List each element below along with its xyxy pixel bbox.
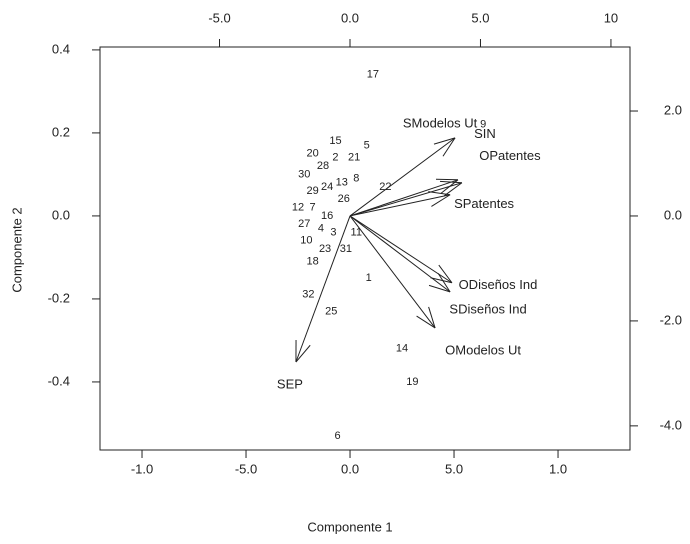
- y-tick-label: 0.4: [52, 41, 70, 56]
- arrow-shaft: [349, 182, 463, 217]
- x-tick-label: -5.0: [235, 461, 257, 476]
- point-label: 11: [351, 226, 362, 238]
- point-label: 9: [480, 119, 486, 131]
- x-tick-label: 5.0: [445, 461, 463, 476]
- arrow-shaft: [349, 215, 451, 293]
- arrow-label: SIN: [474, 126, 496, 141]
- arrow-head: [295, 344, 311, 363]
- arrow-head: [439, 180, 462, 184]
- point-label: 29: [306, 185, 318, 197]
- x2-tick-label: 5.0: [471, 10, 489, 25]
- y2-tick-label: 2.0: [664, 102, 682, 117]
- x2-tick-label: -5.0: [208, 10, 230, 25]
- y-tick-label: 0.2: [52, 124, 70, 139]
- arrow-label: SPatentes: [454, 196, 514, 211]
- point-label: 8: [353, 172, 359, 184]
- y2-tick-label: 0.0: [664, 207, 682, 222]
- point-label: 26: [338, 193, 350, 205]
- x2-tick-label: 0.0: [341, 10, 359, 25]
- point-label: 28: [317, 160, 329, 172]
- arrow-head: [433, 137, 456, 145]
- point-label: 1: [366, 272, 372, 284]
- y2-tick-label: -4.0: [660, 417, 682, 432]
- arrow-head: [437, 273, 451, 293]
- point-label: 18: [306, 255, 318, 267]
- y2-tick-label: -2.0: [660, 312, 682, 327]
- point-label: 27: [298, 218, 310, 230]
- arrow-head: [430, 277, 453, 284]
- point-label: 19: [406, 376, 418, 388]
- point-label: 5: [364, 139, 370, 151]
- arrow-label: SDiseños Ind: [449, 301, 526, 316]
- arrow-label: ODiseños Ind: [459, 277, 538, 292]
- y-tick-label: 0.0: [52, 207, 70, 222]
- plot-frame: [99, 46, 631, 451]
- arrow-head: [438, 264, 453, 284]
- arrow-head: [442, 137, 456, 157]
- point-label: 31: [340, 243, 352, 255]
- arrow-label: OModelos Ut: [445, 342, 521, 357]
- arrow-head: [428, 191, 451, 196]
- point-label: 21: [348, 152, 360, 164]
- point-label: 20: [306, 148, 318, 160]
- arrow-shaft: [295, 215, 351, 363]
- arrow-shaft: [349, 137, 456, 217]
- point-label: 13: [336, 177, 348, 189]
- point-label: 24: [321, 181, 333, 193]
- x2-tick-label: 10: [604, 10, 618, 25]
- x-tick-label: 1.0: [549, 461, 567, 476]
- arrow-head: [435, 178, 458, 181]
- arrow-head: [431, 194, 451, 207]
- arrow-head: [428, 284, 451, 293]
- point-label: 30: [298, 168, 310, 180]
- arrow-shaft: [349, 215, 453, 284]
- point-label: 16: [321, 210, 333, 222]
- point-label: 32: [302, 289, 314, 301]
- arrow-head: [443, 182, 463, 197]
- y-tick-label: -0.2: [48, 290, 70, 305]
- arrow-shaft: [349, 215, 436, 329]
- arrow-shaft: [349, 194, 451, 217]
- point-label: 7: [310, 202, 316, 214]
- x-axis-label: Componente 1: [307, 519, 392, 534]
- arrow-label: SEP: [277, 376, 303, 391]
- point-label: 17: [367, 69, 379, 81]
- point-label: 10: [300, 235, 312, 247]
- arrow-label: OPatentes: [479, 148, 541, 163]
- point-label: 14: [396, 343, 408, 355]
- point-label: 2: [332, 152, 338, 164]
- y-axis-label: Componente 2: [9, 207, 24, 292]
- point-label: 4: [318, 222, 324, 234]
- point-label: 15: [329, 135, 341, 147]
- y-tick-label: -0.4: [48, 373, 70, 388]
- arrow-head: [416, 315, 436, 329]
- point-label: 23: [319, 243, 331, 255]
- arrow-head: [428, 306, 436, 329]
- x-tick-label: 0.0: [341, 461, 359, 476]
- arrow-shaft: [349, 179, 459, 217]
- point-label: 3: [330, 226, 336, 238]
- point-label: 12: [292, 202, 304, 214]
- x-tick-label: -1.0: [131, 461, 153, 476]
- point-label: 6: [334, 430, 340, 442]
- arrow-label: SModelos Ut: [403, 115, 478, 130]
- point-label: 25: [325, 305, 337, 317]
- point-label: 22: [379, 181, 391, 193]
